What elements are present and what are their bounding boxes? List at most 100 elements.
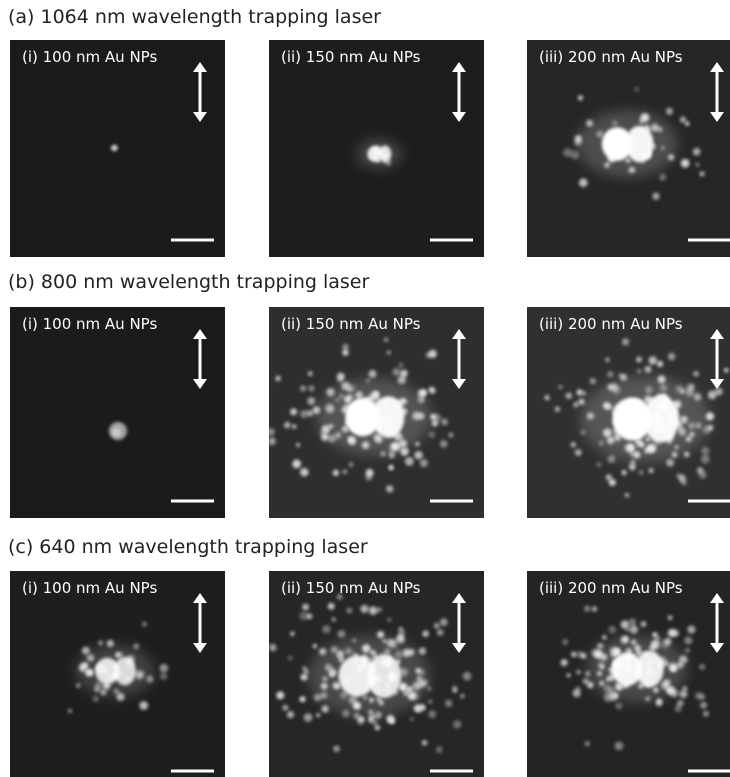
particle — [387, 617, 392, 622]
particle — [708, 425, 714, 431]
particle — [302, 604, 309, 611]
particle — [672, 630, 679, 637]
particle — [575, 135, 583, 143]
particle — [715, 388, 723, 396]
panel-label: (i) 100 nm Au NPs — [22, 48, 157, 66]
particle — [329, 669, 337, 677]
particle — [95, 682, 103, 690]
particle — [313, 406, 321, 414]
particle — [649, 468, 654, 473]
particle — [651, 640, 660, 649]
particle — [98, 641, 103, 646]
particle — [555, 406, 560, 411]
particle — [597, 671, 603, 677]
particle — [434, 623, 440, 629]
particle — [414, 451, 423, 460]
particle — [307, 397, 315, 405]
particle — [668, 615, 673, 620]
particle — [666, 459, 674, 467]
arrow-head — [710, 643, 724, 653]
particle — [587, 682, 594, 689]
particle — [398, 629, 405, 636]
particle — [371, 391, 380, 400]
particle — [417, 704, 425, 712]
particle — [87, 654, 95, 662]
particle — [336, 652, 343, 659]
particle — [606, 404, 612, 410]
particle — [688, 422, 695, 429]
micrograph-panel: (ii) 150 nm Au NPs — [269, 40, 484, 257]
particle — [684, 452, 690, 458]
particle — [428, 699, 432, 703]
particle — [602, 635, 606, 639]
particle — [422, 630, 429, 637]
particle — [660, 384, 667, 391]
particle — [115, 652, 120, 657]
particle — [269, 428, 275, 436]
particle — [701, 455, 710, 464]
particle — [384, 338, 388, 342]
particle — [321, 705, 328, 712]
particle — [699, 664, 705, 670]
cluster — [636, 651, 664, 687]
particle — [420, 459, 428, 467]
particle — [299, 696, 305, 702]
row-title: (c) 640 nm wavelength trapping laser — [8, 536, 368, 558]
particle — [440, 618, 448, 626]
particle — [437, 629, 444, 636]
particle — [703, 711, 709, 717]
particle — [628, 618, 636, 626]
particle — [160, 664, 169, 673]
particle — [573, 689, 581, 697]
arrow-head — [193, 379, 207, 389]
particle — [578, 95, 583, 100]
micrograph — [10, 40, 225, 257]
particle — [436, 746, 443, 753]
panel-label: (iii) 200 nm Au NPs — [539, 315, 683, 333]
particle — [576, 670, 581, 675]
particle — [338, 630, 346, 638]
particle — [599, 441, 603, 445]
particle — [700, 702, 707, 709]
particle — [348, 437, 356, 445]
arrow-head — [193, 112, 207, 122]
arrow-head — [452, 112, 466, 122]
particle — [342, 710, 350, 718]
particle — [603, 428, 612, 437]
particle — [561, 659, 568, 666]
particle — [302, 666, 306, 670]
particle — [634, 87, 638, 91]
particle — [460, 694, 465, 699]
micrograph — [10, 571, 225, 777]
particle — [670, 665, 677, 672]
particle — [107, 640, 114, 647]
particle — [724, 368, 729, 373]
particle — [308, 385, 314, 391]
particle — [360, 605, 368, 613]
particle — [290, 631, 295, 636]
particle — [79, 664, 87, 672]
particle — [575, 449, 582, 456]
particle — [337, 377, 343, 383]
particle — [428, 710, 436, 718]
particle — [694, 393, 702, 401]
particle — [329, 424, 334, 429]
particle — [343, 469, 348, 474]
particle — [699, 694, 705, 700]
particle — [362, 441, 370, 449]
particle — [403, 400, 407, 404]
particle — [389, 719, 395, 725]
particle — [399, 683, 406, 690]
particle — [578, 399, 585, 406]
particle — [300, 468, 309, 477]
particle — [296, 443, 300, 447]
particle — [676, 473, 680, 477]
particle — [581, 430, 586, 435]
particle — [625, 157, 631, 163]
particle — [590, 378, 596, 384]
panel-label: (iii) 200 nm Au NPs — [539, 579, 683, 597]
particle — [606, 677, 610, 681]
micrograph — [269, 571, 484, 777]
particle — [605, 358, 609, 362]
panel-label: (i) 100 nm Au NPs — [22, 315, 157, 333]
